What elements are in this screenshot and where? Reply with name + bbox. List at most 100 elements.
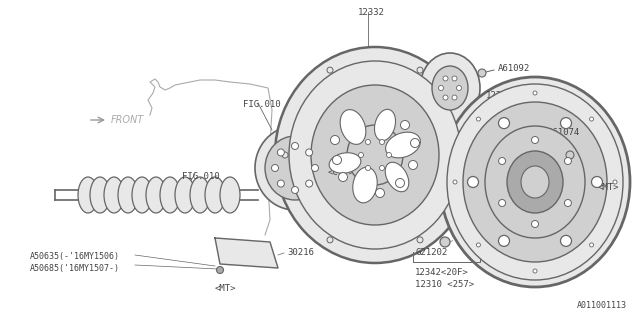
Circle shape bbox=[312, 164, 319, 172]
Ellipse shape bbox=[220, 177, 240, 213]
Ellipse shape bbox=[420, 53, 480, 123]
Text: <MT>: <MT> bbox=[214, 284, 236, 293]
Circle shape bbox=[452, 76, 457, 81]
Ellipse shape bbox=[507, 151, 563, 213]
Circle shape bbox=[333, 156, 342, 164]
Circle shape bbox=[277, 149, 284, 156]
Text: G21202: G21202 bbox=[415, 248, 447, 257]
Text: A61092: A61092 bbox=[498, 63, 531, 73]
Circle shape bbox=[499, 118, 509, 129]
Circle shape bbox=[589, 117, 593, 121]
Circle shape bbox=[216, 267, 223, 274]
Circle shape bbox=[531, 137, 538, 143]
Ellipse shape bbox=[104, 177, 124, 213]
Ellipse shape bbox=[118, 177, 138, 213]
Text: 12310 <257>: 12310 <257> bbox=[415, 280, 474, 289]
Circle shape bbox=[462, 152, 468, 158]
Text: <MT>: <MT> bbox=[598, 182, 620, 191]
Circle shape bbox=[380, 140, 385, 145]
Text: A50635(-'16MY1506): A50635(-'16MY1506) bbox=[30, 252, 120, 261]
Text: 12333: 12333 bbox=[486, 91, 513, 100]
Circle shape bbox=[478, 69, 486, 77]
Ellipse shape bbox=[353, 167, 377, 203]
Circle shape bbox=[564, 199, 572, 206]
Circle shape bbox=[306, 149, 313, 156]
Text: A011001113: A011001113 bbox=[577, 301, 627, 310]
Circle shape bbox=[476, 117, 481, 121]
Polygon shape bbox=[215, 238, 278, 268]
Circle shape bbox=[417, 237, 423, 243]
Ellipse shape bbox=[175, 177, 195, 213]
Circle shape bbox=[561, 118, 572, 129]
Ellipse shape bbox=[485, 126, 585, 238]
Circle shape bbox=[401, 121, 410, 130]
Text: A61074: A61074 bbox=[548, 128, 580, 137]
Circle shape bbox=[327, 237, 333, 243]
Circle shape bbox=[306, 180, 313, 187]
Ellipse shape bbox=[463, 102, 607, 262]
Text: <CVT>: <CVT> bbox=[328, 168, 355, 177]
Circle shape bbox=[417, 67, 423, 73]
Circle shape bbox=[271, 164, 278, 172]
Text: 30216: 30216 bbox=[287, 247, 314, 257]
Circle shape bbox=[456, 85, 461, 91]
Circle shape bbox=[291, 142, 298, 149]
Ellipse shape bbox=[205, 177, 225, 213]
Circle shape bbox=[499, 199, 506, 206]
Circle shape bbox=[339, 172, 348, 181]
Circle shape bbox=[330, 135, 339, 145]
Circle shape bbox=[613, 180, 617, 184]
Ellipse shape bbox=[78, 177, 98, 213]
Circle shape bbox=[453, 180, 457, 184]
Circle shape bbox=[561, 236, 572, 246]
Circle shape bbox=[443, 76, 448, 81]
Text: 12332: 12332 bbox=[358, 8, 385, 17]
Circle shape bbox=[440, 237, 450, 247]
Circle shape bbox=[387, 153, 392, 157]
Ellipse shape bbox=[132, 177, 152, 213]
Circle shape bbox=[499, 157, 506, 164]
Circle shape bbox=[365, 140, 371, 145]
Circle shape bbox=[467, 177, 479, 188]
Ellipse shape bbox=[347, 125, 403, 185]
Circle shape bbox=[376, 188, 385, 197]
Ellipse shape bbox=[385, 132, 420, 158]
Circle shape bbox=[291, 187, 298, 194]
Ellipse shape bbox=[385, 162, 409, 192]
Ellipse shape bbox=[275, 47, 475, 263]
Ellipse shape bbox=[255, 126, 335, 210]
Ellipse shape bbox=[447, 84, 623, 280]
Circle shape bbox=[589, 243, 593, 247]
Circle shape bbox=[365, 165, 371, 171]
Circle shape bbox=[277, 180, 284, 187]
Ellipse shape bbox=[521, 166, 549, 198]
Circle shape bbox=[380, 165, 385, 171]
Circle shape bbox=[396, 179, 404, 188]
Ellipse shape bbox=[374, 109, 396, 141]
Circle shape bbox=[476, 243, 481, 247]
Circle shape bbox=[591, 177, 602, 188]
Ellipse shape bbox=[432, 66, 468, 110]
Ellipse shape bbox=[289, 61, 461, 249]
Circle shape bbox=[327, 67, 333, 73]
Circle shape bbox=[282, 152, 288, 158]
Circle shape bbox=[438, 85, 444, 91]
Ellipse shape bbox=[90, 177, 110, 213]
Circle shape bbox=[499, 236, 509, 246]
Ellipse shape bbox=[329, 153, 361, 173]
Circle shape bbox=[358, 153, 364, 157]
Circle shape bbox=[410, 139, 419, 148]
Ellipse shape bbox=[160, 177, 180, 213]
Text: FIG.010: FIG.010 bbox=[182, 172, 220, 181]
Text: 12342<20F>: 12342<20F> bbox=[415, 268, 468, 277]
Circle shape bbox=[533, 91, 537, 95]
Ellipse shape bbox=[190, 177, 210, 213]
Ellipse shape bbox=[340, 109, 366, 144]
Ellipse shape bbox=[265, 136, 325, 200]
Text: FRONT: FRONT bbox=[111, 115, 144, 125]
Circle shape bbox=[452, 95, 457, 100]
Circle shape bbox=[408, 161, 417, 170]
Circle shape bbox=[531, 220, 538, 228]
Text: A50685('16MY1507-): A50685('16MY1507-) bbox=[30, 264, 120, 273]
Circle shape bbox=[443, 95, 448, 100]
